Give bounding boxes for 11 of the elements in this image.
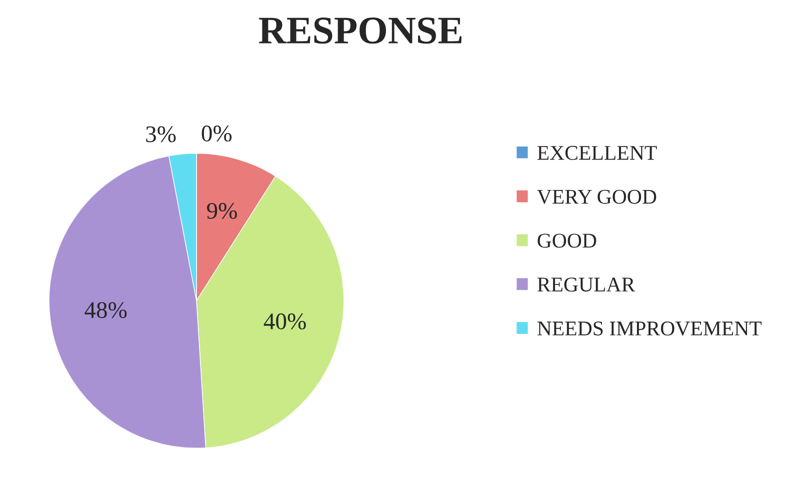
chart-title: RESPONSE [258,18,462,44]
data-label: 3% [146,126,176,142]
data-label: 48% [84,302,127,318]
legend-label: EXCELLENT [537,146,657,160]
legend-label: VERY GOOD [537,190,656,204]
data-label: 40% [264,313,306,330]
legend-label: NEEDS IMPROVEMENT [537,322,762,336]
legend-label: REGULAR [537,278,636,292]
legend-label: GOOD [538,234,596,248]
data-label: 9% [207,202,237,219]
text: 0% [202,126,232,142]
